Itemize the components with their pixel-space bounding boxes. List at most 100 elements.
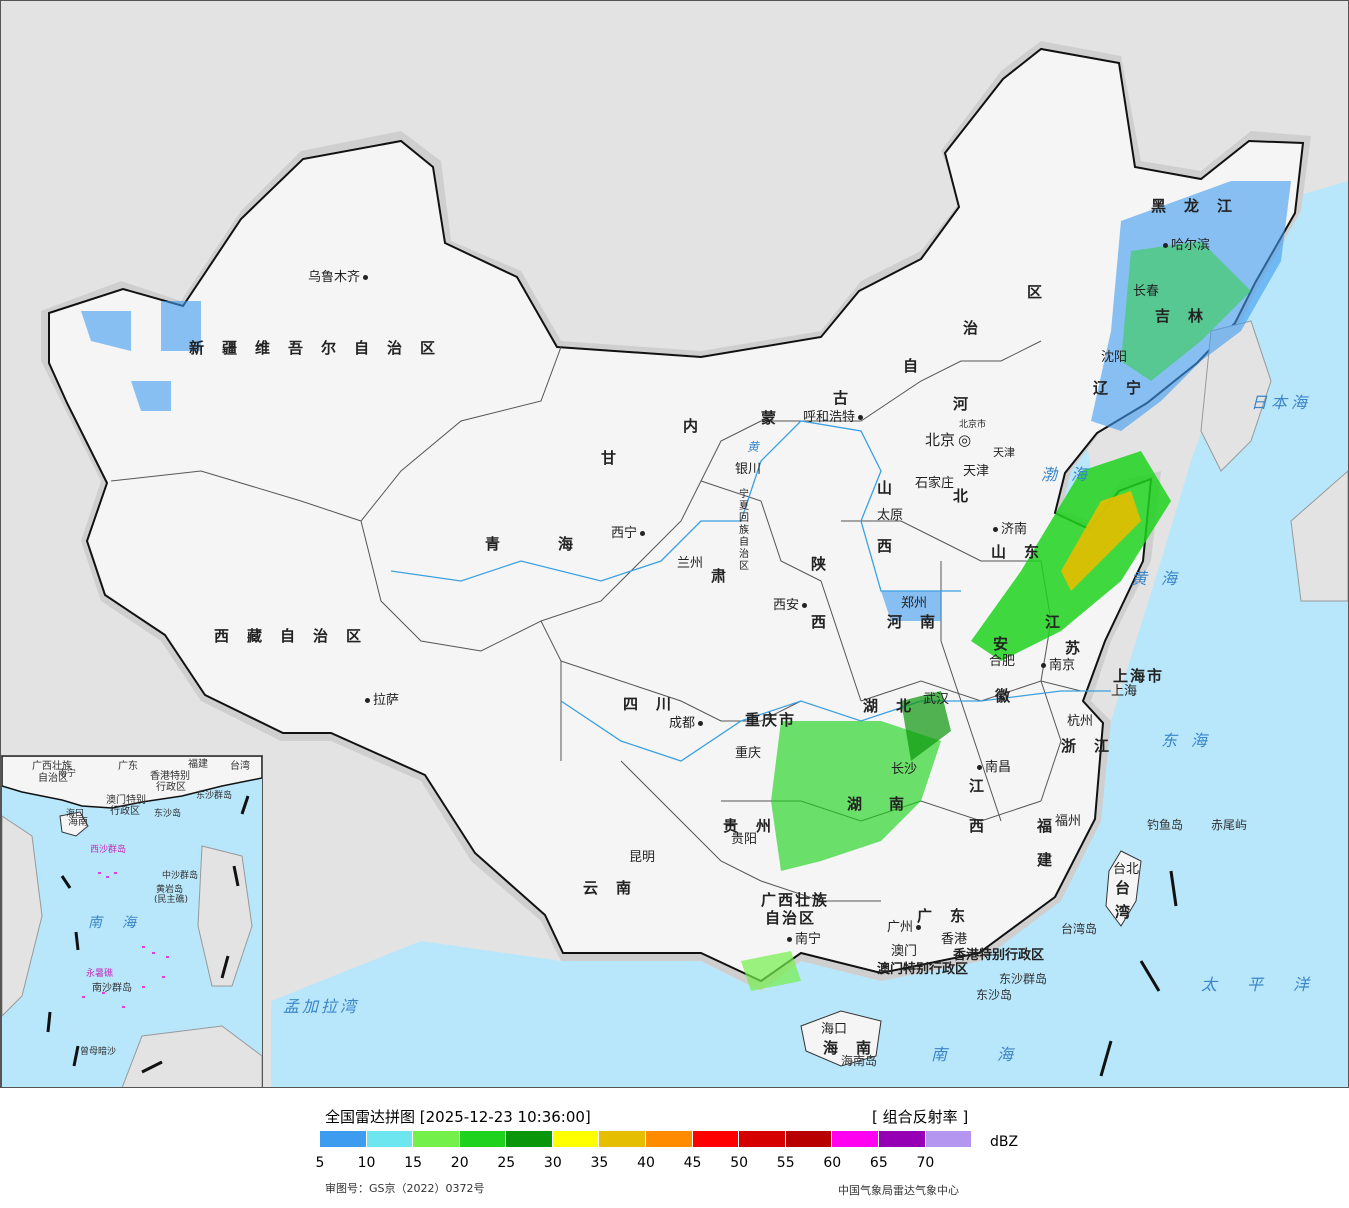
- province-label-hunan-2: 南: [889, 795, 923, 813]
- china-land: [48, 47, 1305, 983]
- province-label-hunan-1: 湖: [847, 795, 881, 813]
- province-label-hubei: 湖北: [863, 697, 930, 715]
- sea-label-bohai: 渤海: [1041, 465, 1102, 484]
- city-taiyuan: 太原: [877, 508, 904, 523]
- city-shijiazhuang: 石家庄: [915, 476, 955, 491]
- radar-map[interactable]: 新疆维吾尔自治区 西藏自治区 青 海 甘 肃 内 蒙 古 自 治 区 黑龙江 吉…: [0, 0, 1349, 1088]
- province-label-qinghai-2: 海: [558, 535, 592, 553]
- colorbar-tick-label: 65: [869, 1155, 888, 1171]
- city-marker-icon: [1163, 243, 1168, 248]
- inset-label-guangdong: 广东: [118, 761, 138, 772]
- inset-label-taiwan: 台湾: [230, 761, 250, 772]
- province-label-jiangsu-2: 苏: [1065, 639, 1099, 657]
- inset-label-xisha: 西沙群岛: [90, 845, 127, 855]
- colorbar-tick-label: 55: [776, 1155, 795, 1171]
- province-label-neimenggu-6: 区: [1027, 283, 1061, 301]
- province-label-anhui-1: 安: [993, 635, 1027, 653]
- city-marker-icon: [858, 415, 864, 420]
- province-label-sichuan: 四川: [623, 695, 690, 713]
- colorbar: [320, 1131, 973, 1147]
- city-guangzhou: 广州: [887, 921, 922, 934]
- korea-land: [1200, 320, 1272, 472]
- colorbar-segment: [692, 1131, 740, 1147]
- province-label-ningxia: 宁夏回族自治区: [739, 489, 749, 572]
- sea-label-huanghai: 黄海: [1131, 569, 1192, 588]
- colorbar-segment: [366, 1131, 414, 1147]
- province-label-jiangsu-1: 江: [1045, 613, 1079, 631]
- island-label-dongshadao: 东沙岛: [976, 988, 1013, 1002]
- province-label-fujian-2: 建: [1037, 851, 1071, 869]
- province-label-shaanxi-2: 西: [811, 613, 845, 631]
- city-marker-icon: [363, 275, 369, 280]
- city-jinan: 济南: [993, 523, 1027, 536]
- province-label-neimenggu-1: 内: [683, 417, 717, 435]
- river-label-huang: 黄: [747, 440, 760, 454]
- city-changchun: 长春: [1133, 284, 1160, 299]
- colorbar-tick-label: 5: [315, 1155, 325, 1171]
- province-label-shaanxi-1: 陕: [811, 555, 845, 573]
- inset-canvas: [2, 756, 262, 1087]
- province-label-hongkong: 香港特别行政区: [953, 948, 1045, 963]
- colorbar-segment: [785, 1131, 833, 1147]
- colorbar-segment: [599, 1131, 647, 1147]
- sea-label-taipingyang: 太平洋: [1201, 975, 1340, 994]
- rivers: [390, 420, 1111, 762]
- colorbar-segment: [646, 1131, 693, 1147]
- approval-number: 审图号：GS京（2022）0372号: [325, 1182, 485, 1195]
- province-label-gansu-2: 肃: [711, 567, 745, 585]
- city-marker-icon: [698, 721, 704, 726]
- province-label-anhui-2: 徽: [995, 687, 1029, 705]
- inset-label-nanning: 南宁: [58, 769, 77, 779]
- sea-label-mengjiala: 孟加拉湾: [283, 997, 360, 1016]
- city-chengdu: 成都: [669, 717, 704, 730]
- inset-label-hk: 香港特别: [150, 771, 190, 782]
- city-beijing: 北京 ◎: [925, 431, 972, 449]
- credit-text: 中国气象局雷达气象中心: [838, 1184, 959, 1197]
- island-label-diaoyu: 钓鱼岛: [1147, 818, 1184, 832]
- inset-mainland: [2, 756, 262, 809]
- japan-land: [1290, 470, 1348, 602]
- city-xining: 西宁: [611, 527, 646, 540]
- city-marker-icon: [802, 603, 808, 608]
- city-marker-icon: [365, 698, 370, 703]
- city-beijingshi: 北京市: [959, 420, 987, 430]
- inset-label-guangxi: 广西壮族: [32, 761, 72, 772]
- city-lhasa: 拉萨: [365, 694, 399, 707]
- legend-title: 全国雷达拼图 [2025-12-23 10:36:00]: [325, 1108, 591, 1126]
- colorbar-tick-label: 40: [637, 1155, 655, 1171]
- colorbar-tick-label: 70: [916, 1155, 935, 1171]
- city-lanzhou: 兰州: [677, 556, 704, 571]
- province-label-neimenggu-3: 古: [833, 389, 867, 407]
- inset-label-hk-2: 行政区: [156, 782, 186, 793]
- inset-label-yongshu: 永暑礁: [86, 969, 114, 979]
- city-marker-icon: [993, 527, 998, 532]
- colorbar-segment: [925, 1131, 973, 1147]
- inset-label-nanhai: 南海: [88, 915, 156, 931]
- province-label-guizhou: 贵州: [723, 817, 790, 835]
- legend-unit: dBZ: [990, 1134, 1019, 1150]
- province-label-neimenggu-2: 蒙: [761, 409, 795, 427]
- south-china-sea-inset[interactable]: 广西壮族 自治区 广东 福建 台湾 香港特别 行政区 澳门特别 行政区 东沙群岛…: [1, 755, 263, 1087]
- city-taipei: 台北: [1113, 862, 1140, 877]
- dash-lines: [1099, 870, 1178, 1077]
- city-marker-icon: [787, 937, 792, 942]
- sea-label-nanhai: 南海: [931, 1045, 1064, 1064]
- city-changsha: 长沙: [891, 762, 918, 777]
- province-label-taiwan-2: 湾: [1115, 903, 1149, 921]
- city-marker-icon: [640, 531, 646, 536]
- province-label-xinjiang: 新疆维吾尔自治区: [189, 339, 454, 357]
- colorbar-segment: [739, 1131, 786, 1147]
- city-guiyang: 贵阳: [731, 832, 758, 847]
- colorbar-tick-label: 50: [730, 1155, 749, 1171]
- inset-label-dongsha: 东沙群岛: [196, 791, 233, 801]
- colorbar-tick-label: 25: [497, 1155, 516, 1171]
- province-label-hebei-2: 北: [953, 487, 987, 505]
- province-label-shanghai: 上海市: [1113, 667, 1165, 685]
- province-label-jilin: 吉林: [1155, 307, 1222, 325]
- colorbar-segment: [506, 1131, 553, 1147]
- map-canvas: [41, 41, 1348, 1087]
- province-label-guangxi-1: 广西壮族: [761, 891, 830, 909]
- province-label-hebei-1: 河: [953, 395, 987, 413]
- province-label-guangxi-2: 自治区: [765, 909, 817, 927]
- province-label-hainan: 海南: [823, 1039, 890, 1057]
